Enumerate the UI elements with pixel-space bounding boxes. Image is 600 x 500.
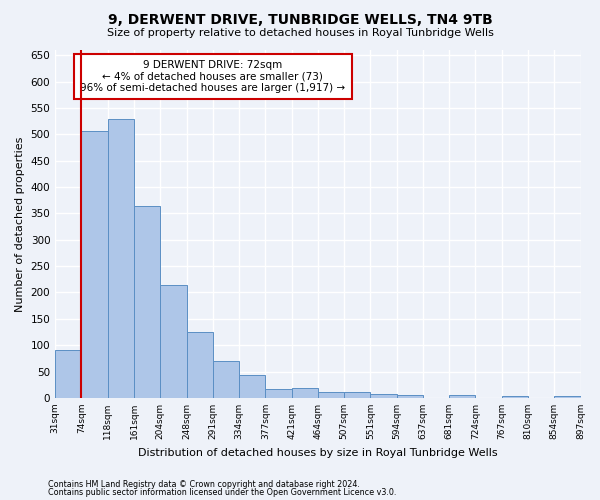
Text: Size of property relative to detached houses in Royal Tunbridge Wells: Size of property relative to detached ho… [107,28,493,38]
Bar [449,396,475,398]
Text: 9, DERWENT DRIVE, TUNBRIDGE WELLS, TN4 9TB: 9, DERWENT DRIVE, TUNBRIDGE WELLS, TN4 9… [107,12,493,26]
Bar [292,388,318,398]
Text: 9 DERWENT DRIVE: 72sqm
← 4% of detached houses are smaller (73)
96% of semi-deta: 9 DERWENT DRIVE: 72sqm ← 4% of detached … [80,60,346,93]
Bar [187,332,213,398]
Bar [213,361,239,398]
Bar [502,396,528,398]
Bar [554,396,581,398]
X-axis label: Distribution of detached houses by size in Royal Tunbridge Wells: Distribution of detached houses by size … [138,448,497,458]
Bar [397,396,423,398]
Bar [108,118,134,398]
Y-axis label: Number of detached properties: Number of detached properties [15,136,25,312]
Bar [160,284,187,398]
Bar [134,206,160,398]
Bar [344,392,370,398]
Bar [265,390,292,398]
Bar [55,350,82,398]
Bar [318,392,344,398]
Text: Contains HM Land Registry data © Crown copyright and database right 2024.: Contains HM Land Registry data © Crown c… [48,480,360,489]
Bar [239,376,265,398]
Text: Contains public sector information licensed under the Open Government Licence v3: Contains public sector information licen… [48,488,397,497]
Bar [370,394,397,398]
Bar [82,130,108,398]
